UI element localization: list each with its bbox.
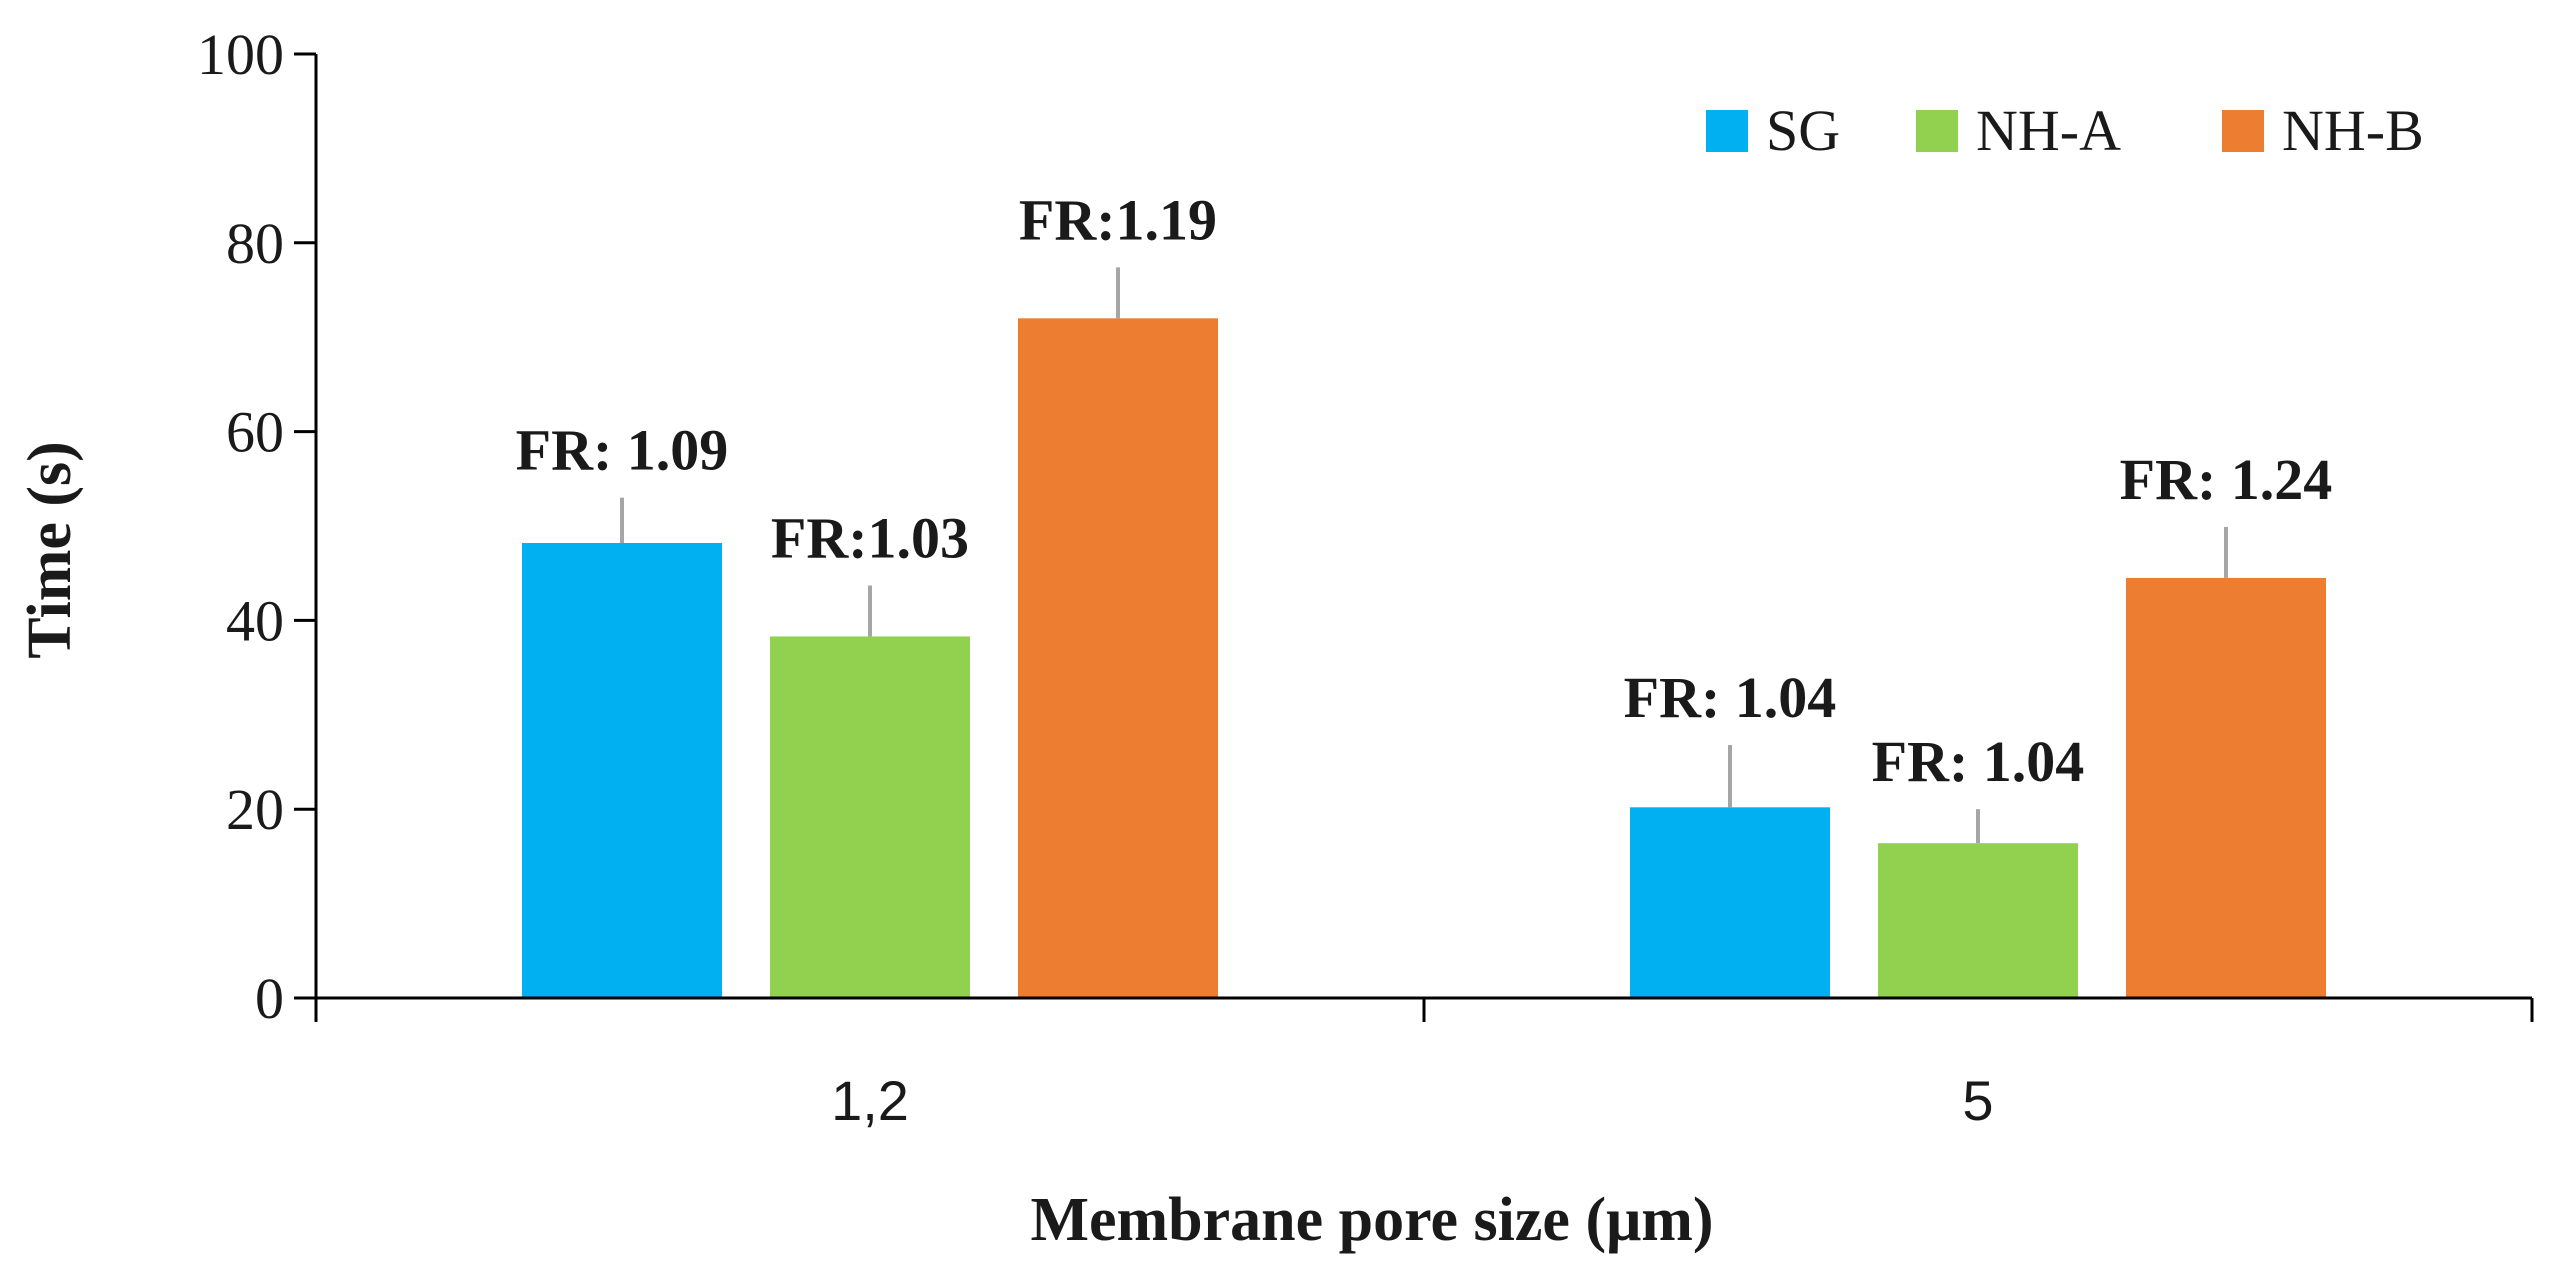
data-label: FR: 1.09 [516,418,729,483]
bar-nh-a-1 [770,636,970,998]
bars [522,318,2326,998]
y-tick-label: 20 [226,777,284,842]
bar-sg-1 [522,542,722,998]
data-label: FR: 1.04 [1872,729,2085,794]
data-label: FR: 1.04 [1624,665,1837,730]
x-axis-ticks: 1,2 5 [314,998,2534,1132]
legend-label-nh-a: NH-A [1976,98,2121,163]
y-tick-label: 0 [255,966,284,1031]
legend-label-sg: SG [1766,98,1840,163]
legend-swatch-nh-a [1916,110,1958,152]
y-tick-label: 80 [226,211,284,276]
data-labels: FR: 1.09 FR:1.03 FR:1.19 FR: 1.04 FR: 1.04 FR… [516,187,2333,794]
y-tick-label: 100 [197,22,284,87]
error-bars [620,267,2228,844]
y-axis-title: Time (s) [16,441,84,659]
bar-nh-a-2 [1878,843,2078,998]
data-label: FR:1.03 [771,505,969,570]
legend-swatch-sg [1706,110,1748,152]
x-tick-label: 5 [1962,1069,1993,1132]
y-tick-label: 40 [226,588,284,653]
legend-label-nh-b: NH-B [2282,98,2424,163]
data-label: FR: 1.24 [2120,447,2333,512]
y-axis-ticks: 0 20 40 60 80 100 [197,22,316,1031]
bar-nh-b-2 [2126,577,2326,998]
y-tick-label: 60 [226,400,284,465]
legend: SG NH-A NH-B [1706,98,2424,163]
data-label: FR:1.19 [1019,187,1217,252]
bar-sg-2 [1630,807,1830,998]
legend-swatch-nh-b [2222,110,2264,152]
x-axis-title: Membrane pore size (μm) [1030,1186,1713,1254]
bar-nh-b-1 [1018,318,1218,998]
x-tick-label: 1,2 [831,1069,909,1132]
